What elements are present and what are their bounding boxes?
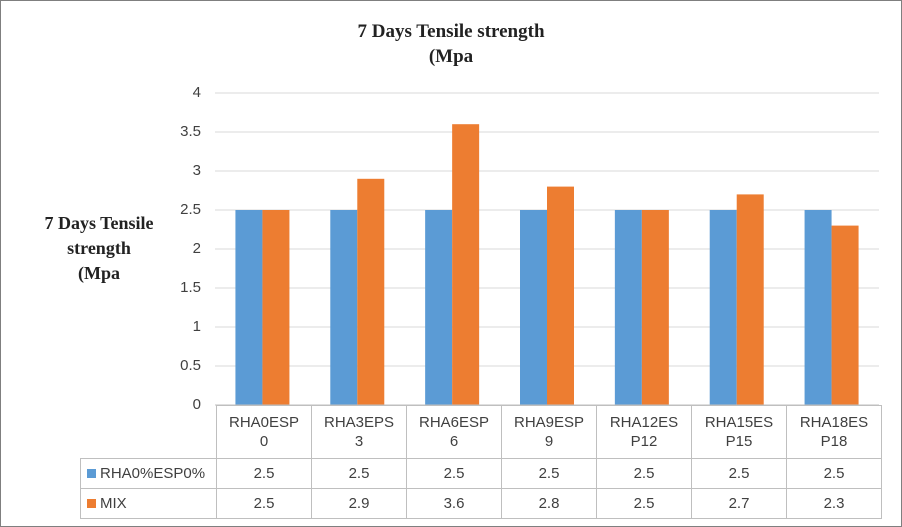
category-label: RHA15ES P15: [691, 405, 787, 459]
legend-swatch: [87, 469, 96, 478]
y-tick-label: 3.5: [180, 123, 201, 140]
bar-series-2: [641, 210, 669, 405]
bar-series-2: [262, 210, 290, 405]
data-label: 3.6: [406, 488, 502, 519]
bar-series-1: [804, 210, 832, 405]
y-tick-label: 1: [192, 318, 201, 335]
bar-series-1: [709, 210, 737, 405]
y-tick-label: 0: [192, 396, 201, 413]
bar-series-2: [831, 225, 859, 405]
data-label: 2.7: [691, 488, 787, 519]
legend-swatch: [87, 499, 96, 508]
bar-series-2: [736, 194, 764, 405]
chart-title-line: 7 Days Tensile strength: [357, 21, 545, 42]
y-tick-label: 0.5: [180, 357, 201, 374]
bar-series-2: [547, 186, 574, 405]
data-label: 2.5: [311, 458, 407, 489]
y-tick-label: 4: [192, 84, 201, 101]
y-tick-label: 1.5: [180, 279, 201, 296]
data-label: 2.9: [311, 488, 407, 519]
category-label: RHA18ES P18: [786, 405, 882, 459]
data-table-header-row: RHA0ESP 0 RHA3EPS 3 RHA6ESP 6 RHA9ESP 9 RHA1…: [80, 405, 882, 459]
y-tick-label: 2: [192, 240, 201, 257]
bar-series-1: [614, 210, 642, 405]
bar-series-1: [425, 210, 453, 405]
category-label: RHA12ES P12: [596, 405, 692, 459]
y-tick-label: 3: [192, 162, 201, 179]
bar-series-1: [520, 210, 547, 405]
bar-series-1: [330, 210, 358, 405]
data-label: 2.8: [501, 488, 597, 519]
category-label: RHA6ESP 6: [406, 405, 502, 459]
data-label: 2.5: [691, 458, 787, 489]
legend-entry-series-1: RHA0%ESP0%: [80, 458, 217, 489]
data-table-row-series-2: MIX 2.5 2.9 3.6 2.8 2.5 2.7 2.3: [80, 488, 882, 519]
category-label: RHA3EPS 3: [311, 405, 407, 459]
y-tick-label: 2.5: [180, 201, 201, 218]
data-label: 2.5: [786, 458, 882, 489]
data-table-row-series-1: RHA0%ESP0% 2.5 2.5 2.5 2.5 2.5 2.5 2.5: [80, 458, 882, 489]
legend-entry-series-2: MIX: [80, 488, 217, 519]
y-axis-title-line: 7 Days Tensile: [44, 213, 154, 233]
data-table: RHA0ESP 0 RHA3EPS 3 RHA6ESP 6 RHA9ESP 9 RHA1…: [80, 405, 882, 519]
category-label: RHA0ESP 0: [216, 405, 312, 459]
bar-series-2: [357, 178, 385, 405]
data-label: 2.5: [501, 458, 597, 489]
y-axis-title-line: strength: [67, 238, 131, 258]
chart-title: 7 Days Tensile strength (Mpa: [301, 19, 601, 69]
data-label: 2.5: [596, 488, 692, 519]
y-axis-title: 7 Days Tensile strength (Mpa: [9, 211, 189, 286]
chart-title-line: (Mpa: [428, 46, 474, 67]
data-table-corner: [80, 405, 217, 459]
category-label: RHA9ESP 9: [501, 405, 597, 459]
data-label: 2.3: [786, 488, 882, 519]
data-label: 2.5: [596, 458, 692, 489]
y-axis-title-line: (Mpa: [78, 263, 120, 283]
bar-series-2: [452, 124, 480, 405]
plot-area: [215, 92, 879, 406]
data-label: 2.5: [406, 458, 502, 489]
bar-series-1: [235, 210, 263, 405]
data-label: 2.5: [216, 458, 312, 489]
data-label: 2.5: [216, 488, 312, 519]
